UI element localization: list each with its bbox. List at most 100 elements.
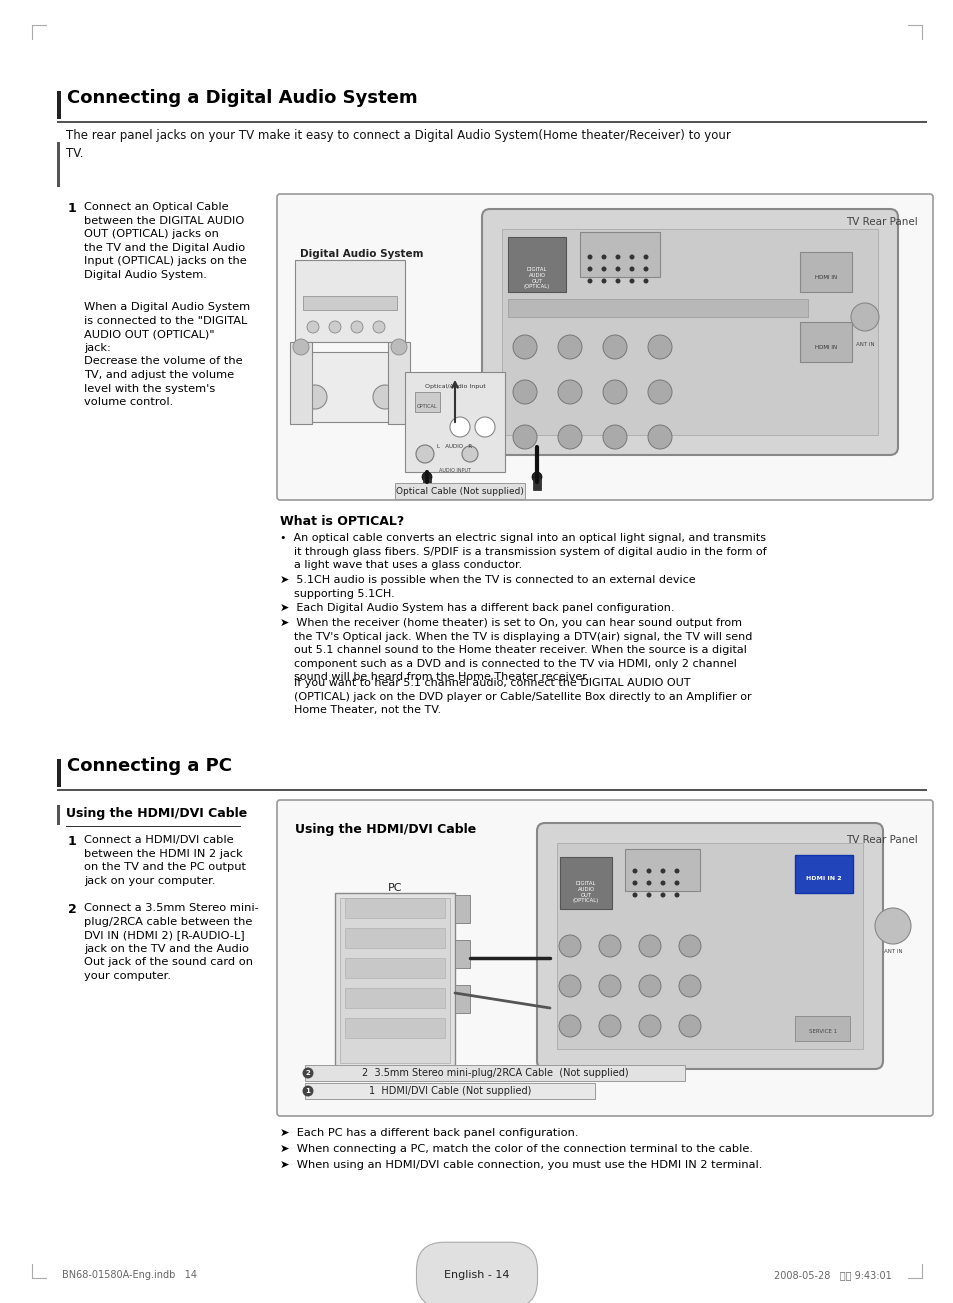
Bar [794, 855, 852, 893]
Bar [305, 1065, 684, 1081]
Bar [345, 1018, 444, 1038]
Text: 1  HDMI/DVI Cable (Not supplied): 1 HDMI/DVI Cable (Not supplied) [369, 1085, 531, 1096]
Bar [305, 1083, 595, 1098]
Circle shape [461, 446, 477, 463]
Text: PC: PC [387, 883, 402, 893]
Circle shape [303, 384, 327, 409]
Text: ANT IN: ANT IN [855, 341, 873, 347]
Text: TV Rear Panel: TV Rear Panel [845, 218, 917, 227]
Bar [335, 893, 455, 1068]
Circle shape [558, 425, 581, 450]
Bar [507, 298, 807, 317]
Text: Connecting a Digital Audio System: Connecting a Digital Audio System [67, 89, 417, 107]
Text: When a Digital Audio System
is connected to the "DIGITAL
AUDIO OUT (OPTICAL)"
ja: When a Digital Audio System is connected… [84, 302, 250, 408]
Circle shape [615, 267, 619, 271]
Text: L   AUDIO   R: L AUDIO R [437, 444, 472, 450]
Circle shape [558, 936, 580, 956]
Text: 1: 1 [68, 835, 76, 848]
Text: English - 14: English - 14 [444, 1270, 509, 1280]
Bar [57, 790, 926, 791]
Circle shape [601, 279, 606, 284]
Circle shape [629, 267, 634, 271]
Circle shape [639, 975, 660, 997]
Bar [345, 988, 444, 1009]
Bar [455, 939, 470, 968]
Text: 1: 1 [68, 202, 76, 215]
Circle shape [647, 380, 671, 404]
Circle shape [632, 881, 637, 886]
Circle shape [679, 936, 700, 956]
Bar [66, 826, 241, 827]
Bar [303, 296, 396, 310]
Bar [559, 857, 612, 909]
Circle shape [513, 425, 537, 450]
Circle shape [421, 472, 432, 482]
Circle shape [679, 1015, 700, 1037]
Circle shape [513, 335, 537, 360]
Text: ➤  Each Digital Audio System has a different back panel configuration.: ➤ Each Digital Audio System has a differ… [280, 603, 674, 612]
Text: Digital Audio System: Digital Audio System [299, 249, 423, 259]
FancyBboxPatch shape [276, 800, 932, 1115]
Circle shape [643, 279, 648, 284]
Circle shape [532, 472, 541, 482]
Text: Connect an Optical Cable
between the DIGITAL AUDIO
OUT (OPTICAL) jacks on
the TV: Connect an Optical Cable between the DIG… [84, 202, 247, 280]
Bar [57, 91, 61, 119]
Text: Connect a 3.5mm Stereo mini-
plug/2RCA cable between the
DVI IN (HDMI 2) [R-AUDI: Connect a 3.5mm Stereo mini- plug/2RCA c… [84, 903, 258, 981]
Bar [800, 251, 851, 292]
Circle shape [587, 267, 592, 271]
Circle shape [646, 881, 651, 886]
Text: ANT IN: ANT IN [882, 949, 902, 954]
Bar [422, 478, 431, 490]
Bar [533, 478, 540, 490]
Bar [455, 895, 470, 923]
Circle shape [307, 321, 318, 334]
Circle shape [850, 304, 878, 331]
Text: DIGITAL
AUDIO
OUT
(OPTICAL): DIGITAL AUDIO OUT (OPTICAL) [572, 881, 598, 903]
Text: Using the HDMI/DVI Cable: Using the HDMI/DVI Cable [294, 823, 476, 837]
Circle shape [647, 425, 671, 450]
Text: BN68-01580A-Eng.indb   14: BN68-01580A-Eng.indb 14 [62, 1270, 196, 1280]
Bar [294, 352, 405, 422]
Circle shape [674, 881, 679, 886]
Text: What is OPTICAL?: What is OPTICAL? [280, 515, 404, 528]
Circle shape [615, 254, 619, 259]
Text: •  An optical cable converts an electric signal into an optical light signal, an: • An optical cable converts an electric … [280, 533, 766, 571]
Bar [388, 341, 410, 423]
Circle shape [598, 1015, 620, 1037]
FancyBboxPatch shape [276, 194, 932, 500]
Circle shape [598, 975, 620, 997]
Circle shape [302, 1085, 314, 1097]
Bar [345, 898, 444, 919]
Circle shape [679, 975, 700, 997]
Text: ➤  When connecting a PC, match the color of the connection terminal to the cable: ➤ When connecting a PC, match the color … [280, 1144, 752, 1154]
Circle shape [598, 936, 620, 956]
Circle shape [639, 936, 660, 956]
Circle shape [558, 975, 580, 997]
Bar [57, 142, 60, 188]
Text: SERVICE 1: SERVICE 1 [808, 1029, 836, 1035]
Text: 2: 2 [305, 1070, 310, 1076]
Circle shape [629, 279, 634, 284]
Circle shape [558, 380, 581, 404]
Circle shape [874, 908, 910, 943]
Bar [501, 229, 877, 435]
Bar [557, 843, 862, 1049]
Circle shape [587, 254, 592, 259]
Bar [345, 928, 444, 949]
Circle shape [659, 869, 665, 873]
Circle shape [646, 869, 651, 873]
Circle shape [601, 267, 606, 271]
Circle shape [391, 339, 407, 354]
Text: ➤  When the receiver (home theater) is set to On, you can hear sound output from: ➤ When the receiver (home theater) is se… [280, 618, 752, 683]
Text: ➤  Each PC has a different back panel configuration.: ➤ Each PC has a different back panel con… [280, 1128, 578, 1138]
Text: DIGITAL
AUDIO
OUT
(OPTICAL): DIGITAL AUDIO OUT (OPTICAL) [523, 267, 550, 289]
Circle shape [351, 321, 363, 334]
Circle shape [646, 893, 651, 898]
Circle shape [615, 279, 619, 284]
Text: The rear panel jacks on your TV make it easy to connect a Digital Audio System(H: The rear panel jacks on your TV make it … [66, 129, 730, 160]
Circle shape [450, 417, 470, 437]
Bar [415, 392, 439, 412]
Circle shape [674, 893, 679, 898]
Text: 2: 2 [68, 903, 76, 916]
Circle shape [558, 1015, 580, 1037]
